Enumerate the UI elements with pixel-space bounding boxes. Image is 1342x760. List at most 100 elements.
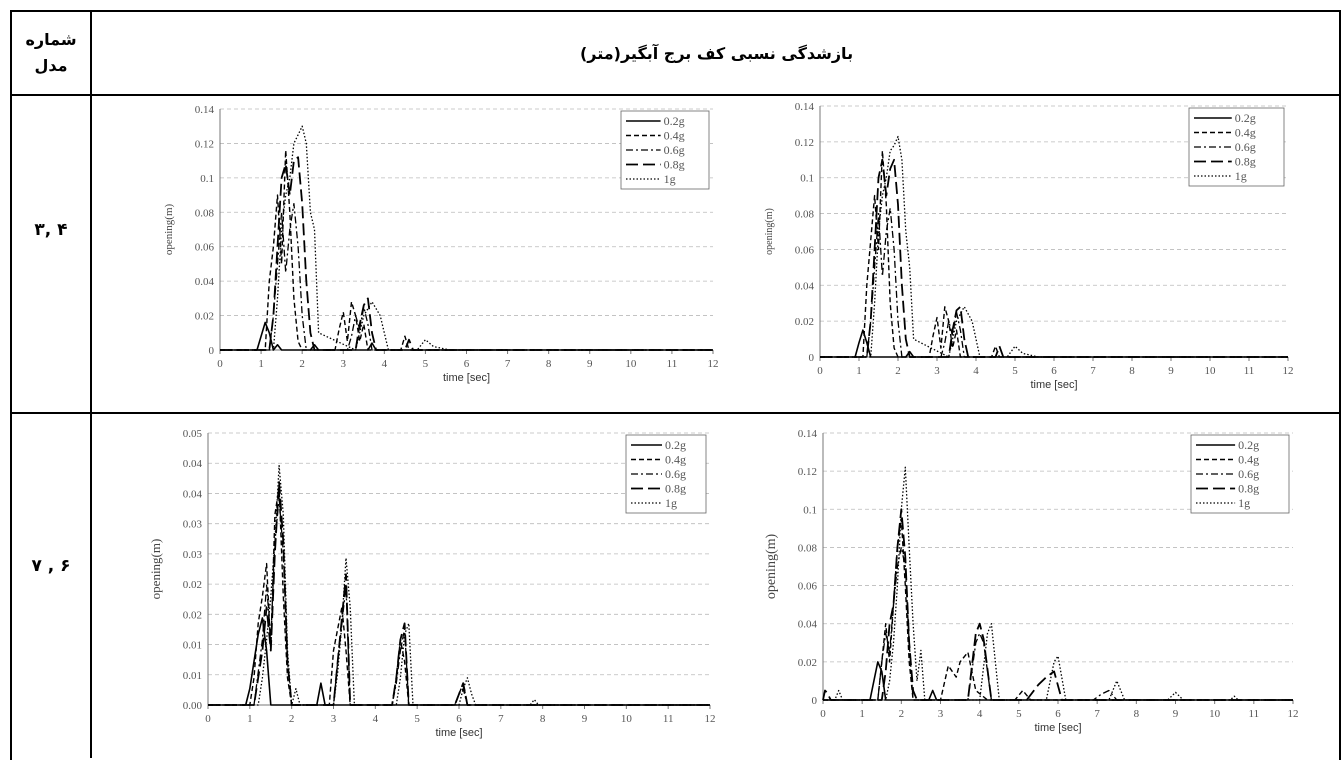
legend-label: 1g <box>1238 496 1250 510</box>
legend-label: 0.8g <box>1238 482 1259 496</box>
legend-label: 0.6g <box>1238 467 1259 481</box>
y-tick-label: 0.12 <box>795 137 814 149</box>
legend-label: 1g <box>664 172 676 186</box>
x-tick-label: 12 <box>705 713 716 725</box>
y-tick-label: 0 <box>809 352 815 364</box>
series-line-0.8g <box>220 156 713 351</box>
series-line-0.8g <box>208 481 710 706</box>
y-tick-label: 0.04 <box>183 458 203 470</box>
x-tick-label: 4 <box>382 358 388 370</box>
x-tick-label: 2 <box>895 365 901 377</box>
y-tick-label: 0.01 <box>183 670 202 682</box>
y-tick-label: 0.04 <box>195 276 215 288</box>
results-table <box>10 10 1341 760</box>
y-tick-label: 0.02 <box>195 311 214 323</box>
series-line-1g <box>823 466 1293 701</box>
x-tick-label: 0 <box>217 358 223 370</box>
x-tick-label: 2 <box>899 708 905 720</box>
legend-label: 0.2g <box>1238 438 1259 452</box>
x-tick-label: 3 <box>934 365 940 377</box>
row-divider <box>10 412 1341 414</box>
column-divider <box>90 10 92 758</box>
series-line-0.2g <box>220 321 713 351</box>
x-tick-label: 3 <box>938 708 944 720</box>
x-tick-label: 9 <box>587 358 593 370</box>
legend-label: 0.6g <box>664 143 685 157</box>
x-tick-label: 2 <box>289 713 295 725</box>
x-tick-label: 5 <box>1016 708 1022 720</box>
x-tick-label: 10 <box>1209 708 1221 720</box>
table-title: بازشدگی نسبی کف برج آبگیر(متر) <box>579 43 854 63</box>
x-tick-label: 9 <box>582 713 588 725</box>
x-tick-label: 11 <box>1249 708 1260 720</box>
series-line-0.8g <box>822 508 1293 701</box>
y-tick-label: 0.02 <box>795 316 814 328</box>
legend-box <box>625 434 707 514</box>
x-tick-label: 7 <box>505 358 511 370</box>
x-tick-label: 4 <box>373 713 379 725</box>
y-tick-label: 0.08 <box>195 207 215 219</box>
x-tick-label: 6 <box>1055 708 1061 720</box>
y-tick-label: 0.04 <box>798 619 818 631</box>
x-tick-label: 6 <box>464 358 470 370</box>
y-tick-label: 0.06 <box>195 242 215 254</box>
x-tick-label: 8 <box>1134 708 1140 720</box>
x-tick-label: 12 <box>1288 708 1299 720</box>
x-tick-label: 11 <box>663 713 674 725</box>
x-tick-label: 3 <box>341 358 347 370</box>
legend-label: 0.4g <box>1238 453 1259 467</box>
x-tick-label: 4 <box>973 365 979 377</box>
x-axis-title: time [sec] <box>1030 379 1077 391</box>
x-axis-title: time [sec] <box>443 372 490 384</box>
series-line-0.6g <box>820 207 1288 358</box>
series-line-0.6g <box>823 546 1293 701</box>
y-tick-label: 0.06 <box>798 581 818 593</box>
series-line-0.2g <box>208 617 710 706</box>
x-tick-label: 5 <box>1012 365 1018 377</box>
series-line-1g <box>820 135 1288 358</box>
x-axis-title: time [sec] <box>1034 722 1081 734</box>
x-tick-label: 5 <box>414 713 420 725</box>
x-tick-label: 12 <box>708 358 719 370</box>
model-number-header-line2: مدل <box>34 56 68 75</box>
x-tick-label: 1 <box>247 713 253 725</box>
y-tick-label: 0.1 <box>800 173 814 185</box>
x-tick-label: 9 <box>1168 365 1174 377</box>
x-tick-label: 11 <box>1244 365 1255 377</box>
series-line-0.8g <box>820 158 1288 358</box>
legend-label: 1g <box>1235 169 1247 183</box>
x-tick-label: 2 <box>299 358 305 370</box>
x-tick-label: 4 <box>977 708 983 720</box>
legend-label: 0.4g <box>664 129 685 143</box>
x-tick-label: 0 <box>205 713 211 725</box>
x-tick-label: 6 <box>456 713 462 725</box>
y-tick-label: 0 <box>209 345 215 357</box>
x-tick-label: 8 <box>546 358 552 370</box>
y-axis-title: opening(m) <box>163 204 175 256</box>
legend-label: 0.2g <box>665 438 686 452</box>
x-tick-label: 5 <box>423 358 429 370</box>
x-tick-label: 0 <box>817 365 823 377</box>
x-tick-label: 8 <box>1129 365 1135 377</box>
series-line-1g <box>220 125 713 351</box>
legend-label: 0.2g <box>664 114 685 128</box>
y-axis-title: opening(m) <box>764 534 779 600</box>
y-axis-title: opening(m) <box>148 539 163 600</box>
y-tick-label: 0.02 <box>183 609 202 621</box>
x-tick-label: 1 <box>859 708 865 720</box>
series-line-0.2g <box>823 661 1293 701</box>
chart-row1-right: 00.020.040.060.080.10.120.140 1 2 3 4 5 6 7 8 9 10… <box>764 101 1294 391</box>
x-tick-label: 7 <box>1090 365 1096 377</box>
x-tick-label: 12 <box>1283 365 1294 377</box>
y-tick-label: 0 <box>812 695 818 707</box>
y-tick-label: 0.00 <box>183 700 203 712</box>
x-tick-label: 10 <box>1205 365 1217 377</box>
model-number-header: شماره مدل <box>12 12 90 94</box>
y-tick-label: 0.02 <box>798 657 817 669</box>
chart-row2-right: 00.020.040.060.080.10.120.140 1 2 3 4 5 6 7 8 9 10… <box>764 428 1299 734</box>
x-tick-label: 3 <box>331 713 337 725</box>
x-tick-label: 10 <box>621 713 633 725</box>
y-tick-label: 0.08 <box>798 542 818 554</box>
series-line-1g <box>208 464 710 706</box>
x-tick-label: 10 <box>625 358 637 370</box>
